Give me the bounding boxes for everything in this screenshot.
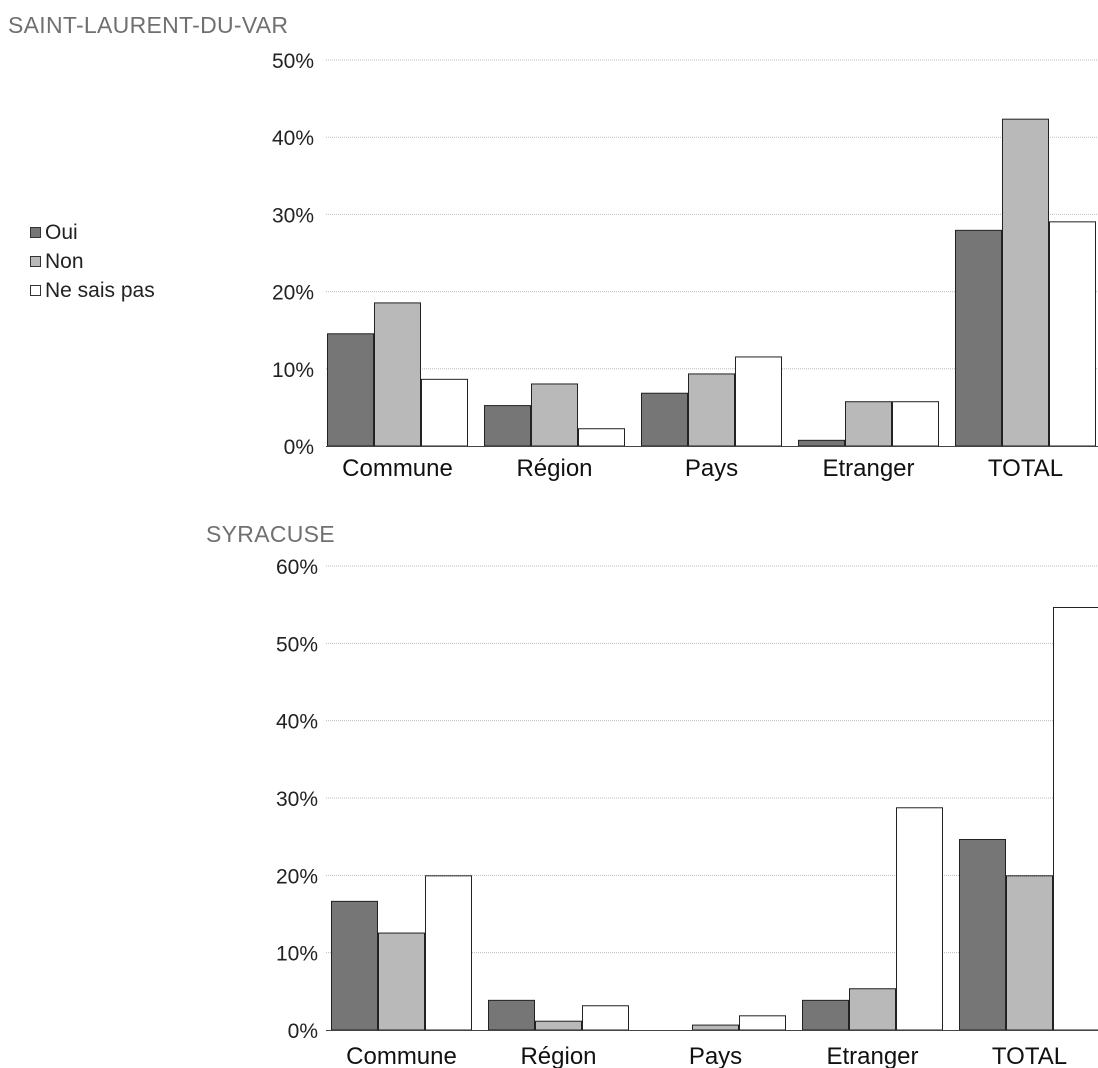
y-tick-label: 20%: [272, 282, 314, 305]
legend-label-non: Non: [45, 250, 84, 273]
bar: [327, 333, 374, 447]
legend-item-ne-sais-pas: Ne sais pas: [30, 276, 155, 305]
bar: [688, 373, 735, 447]
bar: [802, 999, 849, 1031]
bar: [798, 439, 845, 447]
x-category-label: Région: [516, 455, 592, 482]
bar: [692, 1024, 739, 1031]
bar: [331, 900, 378, 1031]
legend-item-non: Non: [30, 247, 155, 276]
bar: [845, 401, 892, 447]
y-tick-label: 10%: [272, 359, 314, 382]
x-category-label: TOTAL: [992, 1043, 1067, 1068]
bar: [739, 1015, 786, 1031]
y-tick-label: 10%: [276, 943, 318, 966]
bar: [488, 999, 535, 1031]
legend: Oui Non Ne sais pas: [30, 218, 155, 305]
y-tick-label: 0%: [284, 436, 314, 459]
bar: [1006, 875, 1053, 1031]
legend-label-oui: Oui: [45, 221, 78, 244]
x-category-label: Région: [520, 1043, 596, 1068]
bar: [1049, 221, 1096, 447]
legend-swatch-ne-sais-pas: [30, 285, 41, 296]
bar: [531, 383, 578, 447]
chart-title-saint-laurent: SAINT-LAURENT-DU-VAR: [8, 12, 289, 38]
y-tick-label: 50%: [276, 633, 318, 656]
bar: [892, 401, 939, 447]
bar: [1053, 606, 1098, 1031]
bar: [425, 875, 472, 1031]
legend-swatch-oui: [30, 227, 41, 238]
x-category-label: Commune: [342, 455, 453, 482]
y-tick-label: 30%: [272, 204, 314, 227]
bar: [374, 302, 421, 447]
y-tick-label: 0%: [288, 1020, 318, 1043]
x-category-label: Pays: [689, 1043, 742, 1068]
bar: [1002, 118, 1049, 447]
bar: [735, 356, 782, 447]
x-category-label: Etranger: [822, 455, 914, 482]
y-tick-label: 60%: [276, 556, 318, 579]
x-category-label: Etranger: [826, 1043, 918, 1068]
bar: [378, 932, 425, 1031]
y-tick-label: 40%: [272, 127, 314, 150]
chart-title-syracuse: SYRACUSE: [206, 521, 335, 547]
bar: [959, 838, 1006, 1031]
bar: [421, 378, 468, 447]
bar: [484, 405, 531, 447]
x-category-label: TOTAL: [988, 455, 1063, 482]
x-category-label: Pays: [685, 455, 738, 482]
y-tick-label: 30%: [276, 788, 318, 811]
bar: [896, 807, 943, 1031]
y-tick-label: 40%: [276, 711, 318, 734]
y-tick-label: 50%: [272, 50, 314, 73]
bar: [641, 392, 688, 447]
bar: [535, 1020, 582, 1031]
x-category-label: Commune: [346, 1043, 457, 1068]
bar: [849, 988, 896, 1031]
y-tick-label: 20%: [276, 865, 318, 888]
legend-item-oui: Oui: [30, 218, 155, 247]
bar: [955, 229, 1002, 447]
bar: [582, 1005, 629, 1031]
legend-label-ne-sais-pas: Ne sais pas: [45, 279, 155, 302]
bar: [578, 428, 625, 447]
legend-swatch-non: [30, 256, 41, 267]
